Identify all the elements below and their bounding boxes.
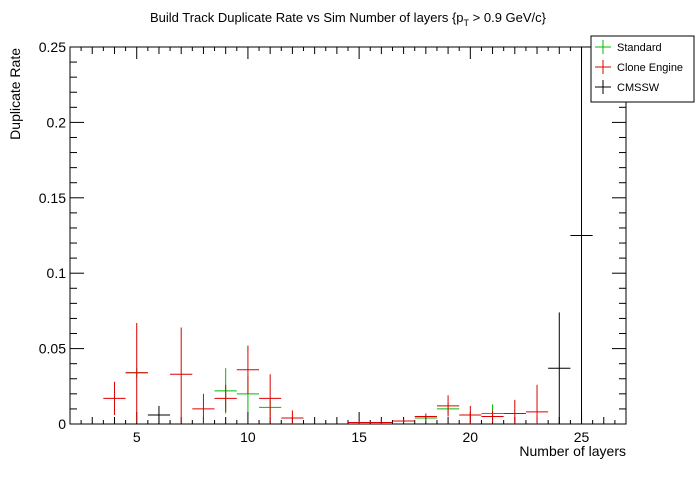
y-axis-label: Duplicate Rate <box>7 48 23 140</box>
y-tick-label: 0.25 <box>39 39 66 55</box>
x-tick-label: 10 <box>240 429 256 445</box>
plot-frame <box>69 46 627 425</box>
y-tick-label: 0.2 <box>47 114 67 130</box>
x-tick-label: 15 <box>351 429 367 445</box>
data-point <box>481 410 504 423</box>
data-point <box>370 419 393 424</box>
y-tick-label: 0 <box>58 416 66 432</box>
legend-label: CMSSW <box>617 82 660 94</box>
data-point <box>503 399 526 424</box>
legend-label: Clone Engine <box>617 62 683 74</box>
data-point <box>192 393 215 424</box>
series-cmssw <box>147 47 593 424</box>
data-point <box>436 395 460 417</box>
x-tick-label: 5 <box>133 429 141 445</box>
data-point <box>348 420 371 424</box>
data-point <box>125 322 148 423</box>
series-standard <box>125 368 504 424</box>
y-tick-label: 0.1 <box>47 265 67 281</box>
y-tick-label: 0.05 <box>39 341 66 357</box>
data-point <box>281 410 304 424</box>
data-point <box>570 47 593 424</box>
data-point <box>548 312 571 424</box>
legend: Standard Clone Engine CMSSW <box>590 35 695 103</box>
data-point <box>525 384 549 424</box>
data-point <box>147 405 171 424</box>
data-point <box>236 345 260 394</box>
chart-title: Build Track Duplicate Rate vs Sim Number… <box>150 10 547 28</box>
data-point <box>414 413 437 420</box>
series-clone-engine <box>103 322 549 424</box>
legend-label: Standard <box>617 42 662 54</box>
x-tick-label: 20 <box>463 429 479 445</box>
data-point <box>170 327 193 421</box>
data-point <box>459 405 482 424</box>
x-axis-label: Number of layers <box>519 443 626 459</box>
data-point <box>214 384 237 412</box>
data-point <box>103 381 126 415</box>
data-point <box>392 419 415 423</box>
x-tick-label: 25 <box>574 429 590 445</box>
y-tick-label: 0.15 <box>39 190 66 206</box>
data-point <box>259 374 282 423</box>
